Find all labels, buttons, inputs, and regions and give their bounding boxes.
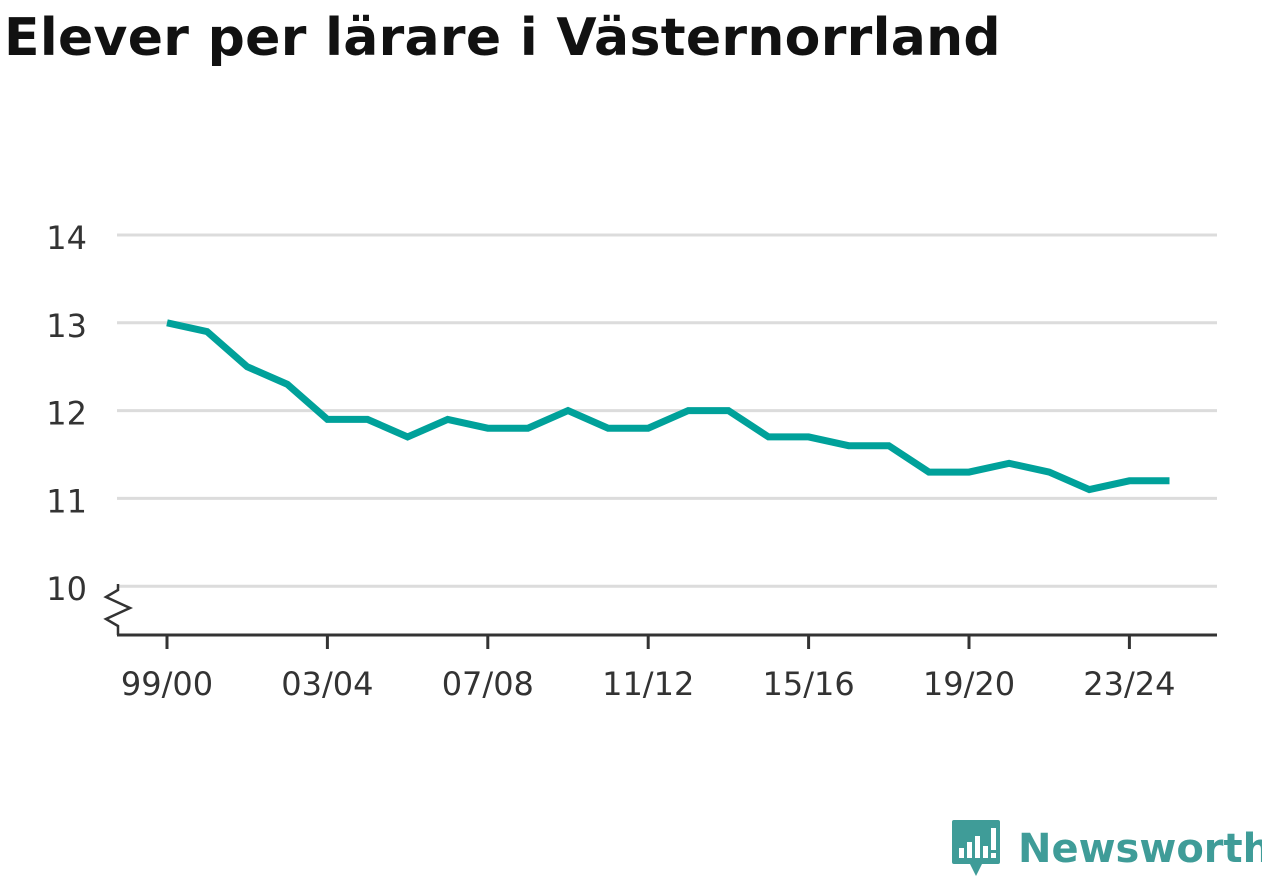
y-tick-label: 12 bbox=[46, 395, 87, 433]
x-tick-label: 07/08 bbox=[442, 665, 534, 703]
x-tick-label: 03/04 bbox=[281, 665, 373, 703]
x-tick-label: 19/20 bbox=[923, 665, 1015, 703]
axes bbox=[106, 584, 1217, 649]
x-tick-label: 15/16 bbox=[762, 665, 854, 703]
x-tick-label: 99/00 bbox=[121, 665, 213, 703]
gridlines bbox=[117, 235, 1217, 586]
y-tick-label: 13 bbox=[46, 307, 87, 345]
series-line bbox=[167, 323, 1170, 490]
x-tick-label: 23/24 bbox=[1083, 665, 1175, 703]
y-tick-label: 10 bbox=[46, 570, 87, 608]
newsworthy-chart-bubble-icon bbox=[950, 818, 1002, 880]
brand-logo: Newsworthy bbox=[950, 818, 1262, 880]
y-tick-label: 14 bbox=[46, 219, 87, 257]
x-tick-label: 11/12 bbox=[602, 665, 694, 703]
brand-name: Newsworthy bbox=[1018, 823, 1262, 875]
y-axis-break bbox=[106, 584, 130, 635]
y-tick-label: 11 bbox=[46, 482, 87, 520]
series bbox=[167, 323, 1170, 490]
